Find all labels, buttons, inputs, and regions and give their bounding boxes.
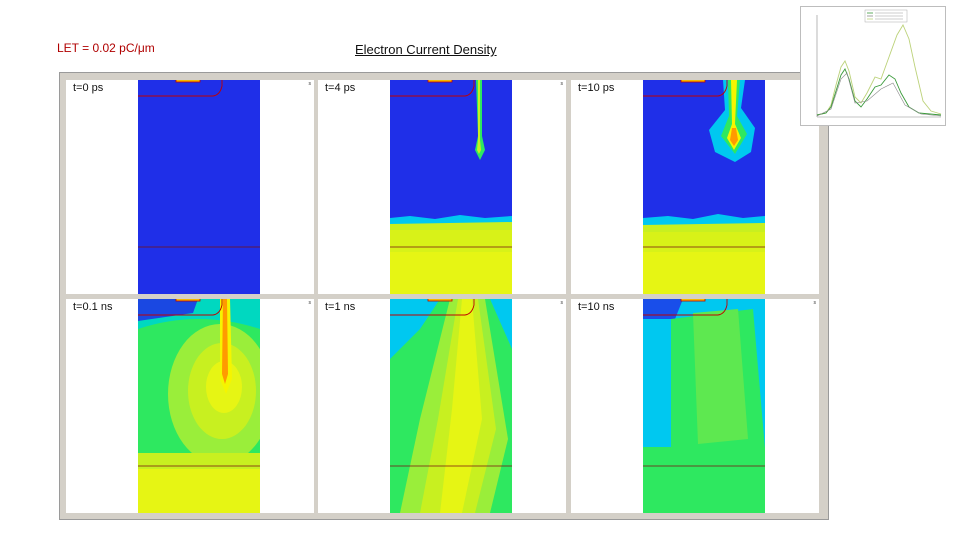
panel-label: t=0 ps: [73, 82, 104, 94]
panel-label: t=10 ps: [578, 82, 615, 94]
panel-label: t=0.1 ns: [73, 301, 113, 313]
current-density-map: [643, 80, 765, 294]
panel-t1ns: t=1 ns s: [318, 299, 566, 513]
panel-t10ps: t=10 ps s: [571, 80, 819, 294]
panel-label: t=4 ps: [325, 82, 356, 94]
simulation-frame: t=0 ps s t=4 ps s: [59, 72, 829, 520]
panel-corner-mark: s: [308, 81, 312, 87]
transient-plot-inset: [800, 6, 946, 126]
panel-corner-mark: s: [560, 81, 564, 87]
panel-t0-1ns: t=0.1 ns s: [66, 299, 314, 513]
panel-corner-mark: s: [813, 300, 817, 306]
figure-title: Electron Current Density: [355, 42, 497, 57]
current-density-map: [138, 299, 260, 513]
panel-label: t=1 ns: [325, 301, 356, 313]
current-density-map: [390, 80, 512, 294]
panel-t4ps: t=4 ps s: [318, 80, 566, 294]
let-label: LET = 0.02 pC/μm: [57, 41, 155, 55]
panel-corner-mark: s: [308, 300, 312, 306]
current-density-map: [138, 80, 260, 294]
panel-t10ns: t=10 ns s: [571, 299, 819, 513]
current-density-map: [390, 299, 512, 513]
panel-corner-mark: s: [560, 300, 564, 306]
transient-plot: [816, 9, 942, 118]
panel-t0ps: t=0 ps s: [66, 80, 314, 294]
panel-label: t=10 ns: [578, 301, 615, 313]
current-density-map: [643, 299, 765, 513]
